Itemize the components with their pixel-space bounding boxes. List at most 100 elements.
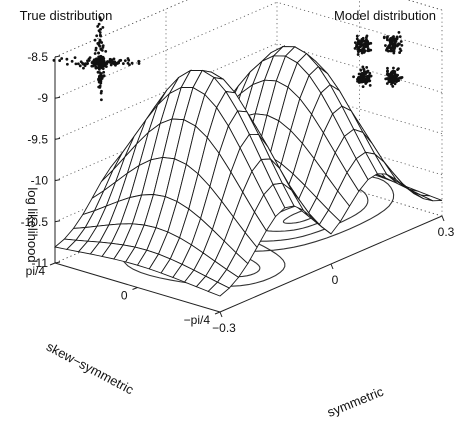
scatter-point	[390, 73, 393, 77]
z-tick-mark	[54, 261, 61, 264]
scatter-point	[98, 65, 102, 69]
z-tick-mark	[54, 137, 61, 140]
scatter-point	[385, 82, 389, 85]
scatter-point	[359, 68, 363, 72]
scatter-point	[126, 57, 130, 60]
scatter-point	[365, 43, 369, 47]
scatter-point	[90, 64, 94, 68]
scatter-point	[137, 62, 141, 65]
z-tick-mark	[54, 179, 61, 182]
scatter-point	[392, 35, 395, 38]
scatter-point	[101, 63, 105, 67]
scatter-point	[385, 38, 389, 42]
scatter-point	[385, 36, 389, 40]
scatter-point	[94, 46, 98, 50]
x-tick-label: 0.3	[438, 225, 455, 239]
scatter-point	[93, 38, 97, 42]
scatter-point	[116, 61, 120, 65]
scatter-point	[102, 74, 105, 78]
scatter-point	[388, 75, 391, 78]
scatter-point	[365, 41, 369, 45]
scatter-point	[60, 57, 64, 60]
scatter-point	[65, 57, 69, 61]
z-tick-mark	[54, 96, 61, 99]
scatter-point	[98, 16, 102, 20]
scatter-point	[58, 59, 62, 62]
scatter-point	[96, 59, 100, 63]
scatter-point	[95, 34, 99, 38]
scatter-point	[358, 40, 362, 44]
scatter-point	[392, 49, 396, 53]
scatter-point	[391, 81, 395, 84]
scatter-point	[362, 67, 366, 71]
scatter-point	[94, 65, 97, 69]
scatter-point	[99, 91, 103, 95]
y-tick-label: −pi/4	[184, 313, 211, 327]
scatter-point	[387, 80, 391, 84]
scatter-point	[396, 73, 400, 77]
scatter-point	[108, 60, 112, 64]
scatter-point	[96, 25, 100, 28]
y-tick-label: 0	[121, 289, 128, 303]
scatter-point	[97, 22, 101, 26]
z-tick-label: -10	[31, 174, 49, 188]
scatter-point	[118, 59, 122, 62]
scatter-point	[123, 59, 127, 63]
z-tick-mark	[54, 55, 61, 58]
scatter-point	[386, 66, 389, 70]
scatter-point	[391, 84, 395, 88]
scatter-point	[102, 59, 106, 63]
scatter-point	[99, 98, 103, 102]
y-tick-mark	[214, 311, 221, 315]
side-wall-gridline	[276, 43, 443, 93]
scatter-point	[360, 71, 364, 75]
scatter-point	[105, 61, 108, 64]
z-tick-label: -9	[37, 91, 48, 105]
scatter-point	[363, 72, 367, 76]
scatter-point	[76, 62, 80, 66]
scatter-point	[99, 57, 103, 60]
scatter-point	[90, 61, 94, 65]
true-distribution-inset: True distribution	[20, 8, 141, 102]
x-tick-label: −0.3	[212, 321, 236, 335]
scatter-point	[362, 77, 366, 80]
scatter-point	[365, 38, 368, 41]
scatter-point	[388, 43, 392, 47]
scatter-point	[400, 43, 404, 47]
scatter-point	[394, 78, 398, 82]
scatter-point	[393, 40, 397, 44]
tick-labels: -8.5 -9 -9.5 -10 -10.5 -11 −0.3 0 0.3 pi/4 0 −pi/4	[21, 50, 455, 335]
scatter-point	[98, 33, 102, 37]
scatter-point	[96, 62, 99, 66]
scatter-point	[361, 65, 365, 69]
y-tick-mark	[49, 262, 56, 266]
scatter-point	[396, 68, 399, 72]
scatter-point	[84, 62, 87, 66]
scatter-point	[113, 61, 117, 65]
scatter-point	[362, 70, 366, 73]
z-axis-label: log likelihood	[25, 187, 40, 262]
scatter-point	[73, 56, 77, 59]
scatter-point	[392, 44, 396, 48]
scatter-point	[400, 76, 404, 79]
scatter-point	[70, 59, 74, 63]
scatter-point	[87, 57, 91, 61]
scatter-point	[93, 52, 97, 55]
scatter-point	[360, 74, 364, 78]
scatter-point	[399, 49, 403, 52]
scatter-point	[384, 44, 387, 47]
scatter-point	[388, 40, 392, 44]
scatter-point	[352, 75, 355, 79]
scatter-point	[398, 35, 402, 39]
scatter-point	[365, 65, 369, 69]
scatter-point	[137, 59, 141, 63]
scatter-point	[101, 44, 105, 48]
scatter-point	[390, 82, 393, 86]
z-tick-mark	[54, 220, 61, 223]
scatter-point	[97, 77, 100, 81]
x-axis-label: symmetric	[325, 384, 386, 420]
scatter-point	[92, 63, 96, 66]
scatter-point	[99, 81, 103, 85]
y-axis-label: skew−symmetric	[44, 339, 137, 398]
